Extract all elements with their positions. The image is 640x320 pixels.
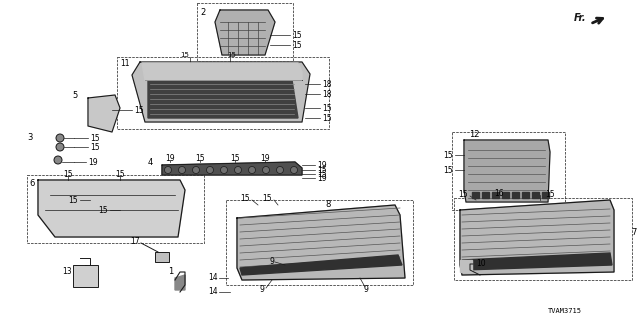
Text: 7: 7 — [631, 228, 636, 236]
Text: 18: 18 — [322, 90, 332, 99]
Text: 15: 15 — [63, 170, 72, 179]
Polygon shape — [512, 192, 519, 198]
Text: 15: 15 — [444, 150, 453, 159]
Text: 15: 15 — [444, 165, 453, 174]
Text: 15: 15 — [322, 103, 332, 113]
Bar — [454, 198, 632, 280]
Text: 9: 9 — [269, 257, 274, 266]
Text: 3: 3 — [27, 132, 33, 141]
Text: 11: 11 — [120, 59, 129, 68]
Polygon shape — [148, 80, 298, 118]
Text: 19: 19 — [317, 161, 326, 170]
Text: 15: 15 — [262, 194, 272, 203]
Text: 9: 9 — [363, 284, 368, 293]
Text: 18: 18 — [322, 79, 332, 89]
Text: 19: 19 — [317, 173, 326, 182]
Text: 10: 10 — [476, 260, 486, 268]
Text: 8: 8 — [325, 199, 330, 209]
Text: 19: 19 — [260, 154, 270, 163]
Bar — [117, 57, 329, 129]
Polygon shape — [522, 192, 529, 198]
Text: 15: 15 — [68, 196, 78, 204]
Polygon shape — [88, 95, 120, 132]
Text: 14: 14 — [209, 273, 218, 282]
Text: 15: 15 — [458, 189, 468, 198]
Polygon shape — [460, 260, 472, 272]
Polygon shape — [215, 10, 275, 55]
Circle shape — [207, 166, 214, 173]
Text: 5: 5 — [72, 91, 77, 100]
Text: 17: 17 — [131, 236, 140, 245]
Polygon shape — [532, 192, 539, 198]
Polygon shape — [462, 253, 612, 270]
Polygon shape — [482, 192, 489, 198]
Bar — [27, 175, 204, 243]
Circle shape — [54, 156, 62, 164]
Text: 14: 14 — [209, 286, 218, 295]
Text: 13: 13 — [62, 267, 72, 276]
Circle shape — [248, 166, 255, 173]
Text: 19: 19 — [88, 157, 98, 166]
Text: 15: 15 — [317, 170, 326, 179]
Circle shape — [179, 166, 186, 173]
Text: 1: 1 — [168, 267, 173, 276]
Text: 15: 15 — [292, 41, 301, 50]
Polygon shape — [142, 63, 302, 80]
Text: 15: 15 — [99, 205, 108, 214]
Text: 15: 15 — [115, 170, 125, 179]
Text: 15: 15 — [322, 114, 332, 123]
Text: 2: 2 — [200, 7, 205, 17]
Polygon shape — [492, 192, 499, 198]
Text: 15: 15 — [134, 106, 143, 115]
Polygon shape — [38, 180, 185, 237]
Polygon shape — [240, 255, 402, 275]
Circle shape — [56, 134, 64, 142]
Bar — [197, 3, 293, 61]
Text: 12: 12 — [468, 130, 479, 139]
Bar — [155, 252, 169, 262]
Circle shape — [56, 143, 64, 151]
Circle shape — [221, 166, 227, 173]
Bar — [226, 200, 413, 285]
Polygon shape — [464, 140, 550, 202]
Text: 15: 15 — [241, 194, 250, 203]
Circle shape — [193, 166, 200, 173]
Text: 15: 15 — [195, 154, 205, 163]
Circle shape — [234, 166, 241, 173]
Text: 19: 19 — [165, 154, 175, 163]
Text: 6: 6 — [29, 179, 35, 188]
Text: TVAM3715: TVAM3715 — [548, 308, 582, 314]
Text: 15: 15 — [90, 142, 100, 151]
Polygon shape — [542, 192, 549, 198]
Text: Fr.: Fr. — [574, 13, 587, 23]
Text: 15: 15 — [228, 52, 236, 58]
Polygon shape — [237, 205, 405, 280]
Circle shape — [291, 166, 298, 173]
Text: 15: 15 — [545, 189, 555, 198]
Text: 9: 9 — [259, 284, 264, 293]
Polygon shape — [472, 192, 479, 198]
Polygon shape — [175, 275, 185, 290]
Text: 15: 15 — [90, 133, 100, 142]
Bar — [73, 265, 98, 287]
Text: 16: 16 — [494, 188, 504, 197]
Bar — [452, 132, 565, 210]
Text: 15: 15 — [292, 30, 301, 39]
Circle shape — [262, 166, 269, 173]
Text: 4: 4 — [148, 157, 153, 166]
Circle shape — [164, 166, 172, 173]
Polygon shape — [132, 62, 310, 122]
Circle shape — [276, 166, 284, 173]
Polygon shape — [460, 200, 614, 275]
Text: 15: 15 — [317, 165, 326, 174]
Polygon shape — [502, 192, 509, 198]
Text: 15: 15 — [230, 154, 240, 163]
Text: 15: 15 — [180, 52, 189, 58]
Polygon shape — [162, 162, 302, 175]
